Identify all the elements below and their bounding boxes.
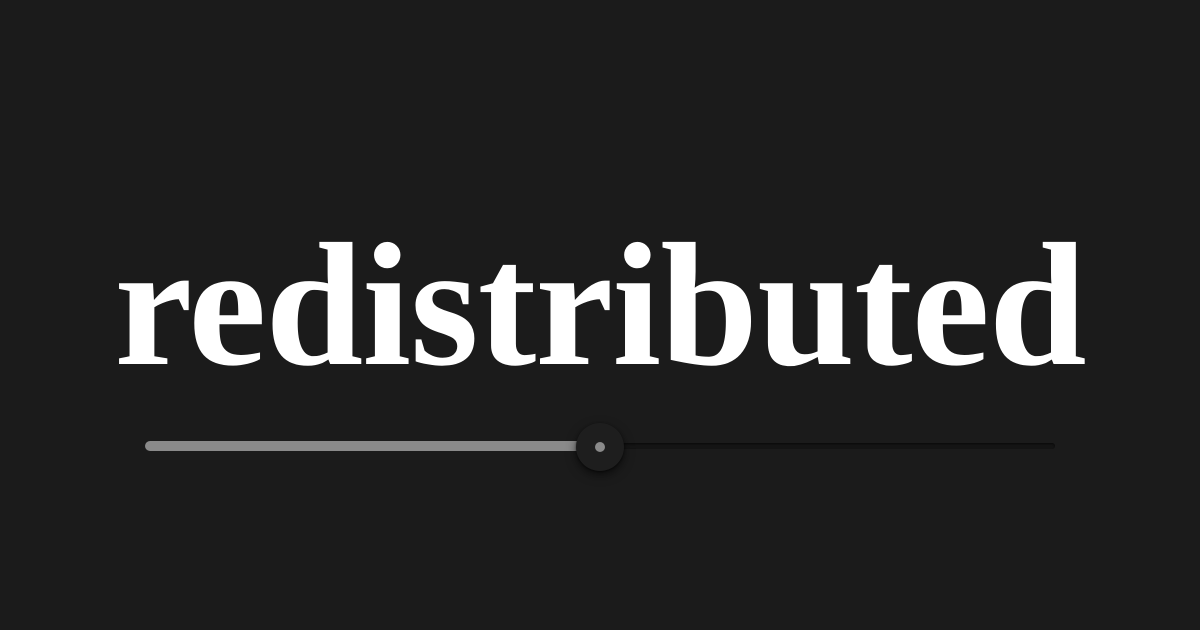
progress-slider[interactable] [145,423,1055,471]
word-display: redistributed [114,208,1086,403]
slider-thumb[interactable] [576,423,624,471]
slider-fill [145,441,600,451]
slider-thumb-dot-icon [595,442,605,452]
